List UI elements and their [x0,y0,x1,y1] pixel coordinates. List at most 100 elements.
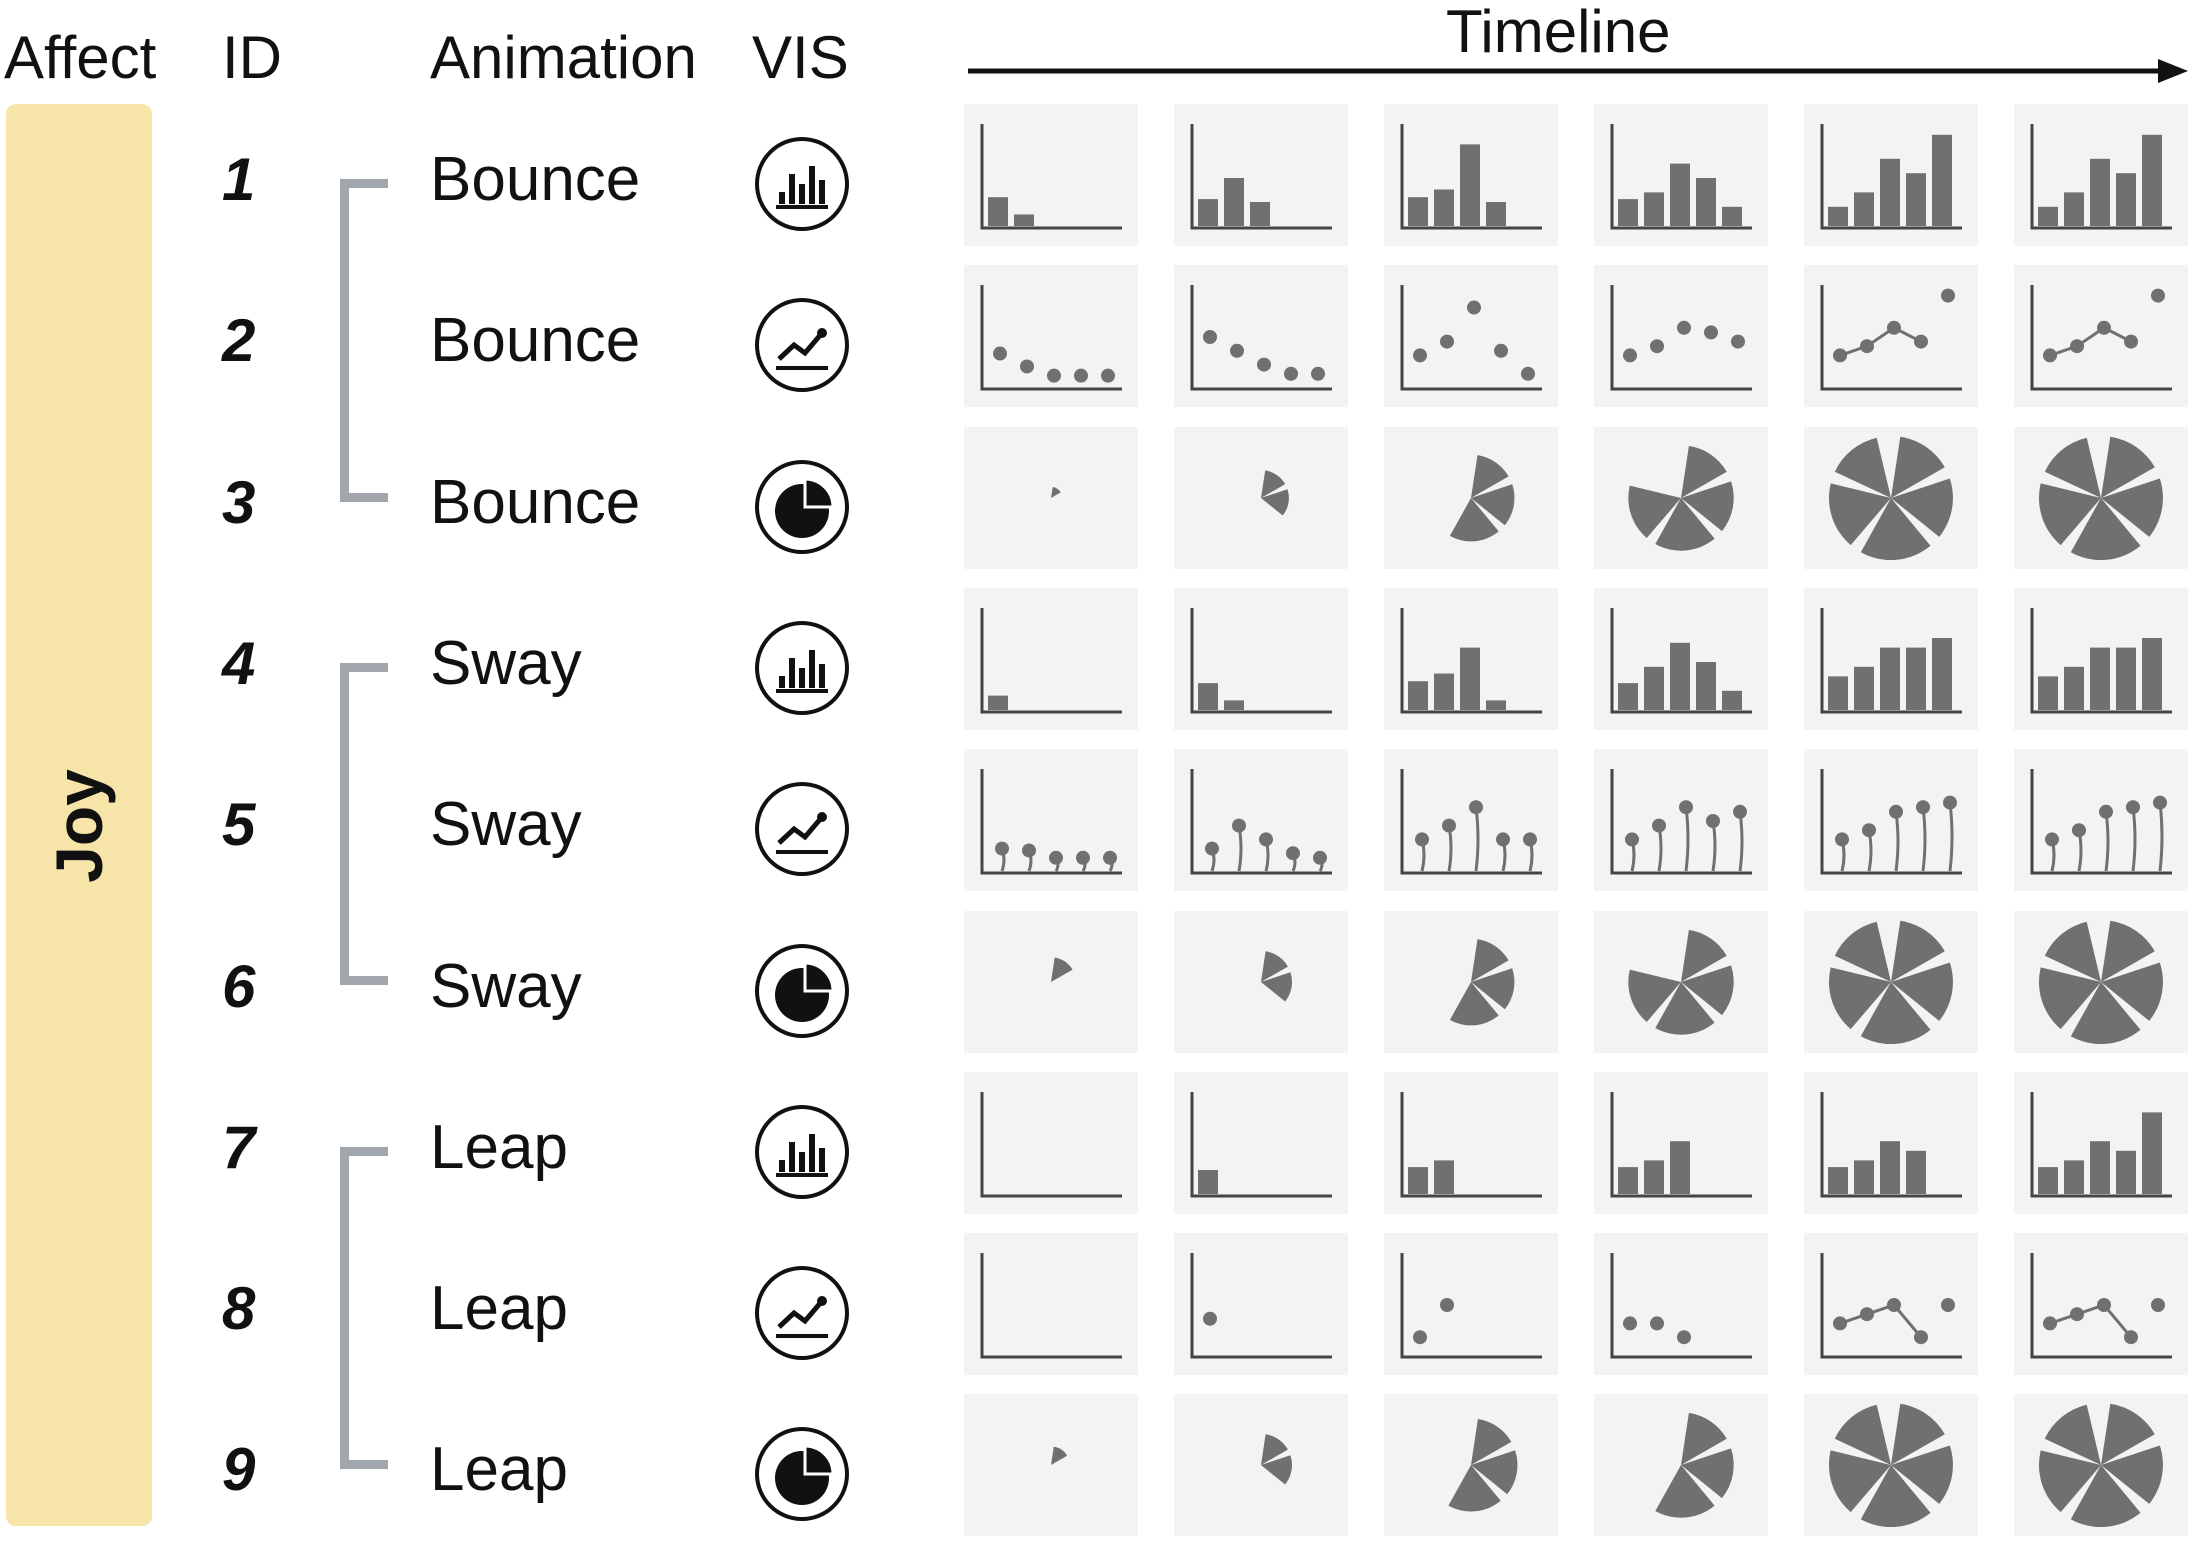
pie-slice [1834,921,1891,982]
bar-mark [1408,1166,1428,1194]
series-line [2049,1303,2133,1339]
lollipop-head [1313,850,1327,865]
pie-slice [1261,469,1286,498]
icon-bar [809,649,815,688]
icon-ring [755,782,849,877]
timeline-frame [2014,426,2188,569]
data-point [2151,288,2165,303]
data-point [1413,1330,1427,1345]
timeline-frame [1594,1233,1768,1376]
row-id: 7 [222,1113,256,1181]
lollipop-head [2126,800,2140,815]
lollipop-stem [2104,811,2110,872]
lollipop-stem [1684,807,1690,872]
data-point [1914,334,1928,349]
data-point [2151,1298,2165,1313]
timeline-frame [964,1394,1138,1537]
lollipop-head [2099,804,2113,819]
data-point [1941,288,1955,303]
animation-group-bracket [340,1146,388,1470]
bar-mark [1880,1140,1900,1194]
lollipop-stem [2158,802,2164,872]
bar-mark [1486,700,1506,710]
chart-axes [1820,1253,1962,1359]
chart-axes [1190,124,1332,230]
icon-bar [819,663,825,688]
data-point [2043,348,2057,363]
timeline-frame [1174,426,1348,569]
timeline-frame [2014,104,2188,246]
lollipop-head [1862,823,1876,838]
bar-mark [2116,647,2136,710]
series-line [1839,326,1922,358]
lollipop-stem [1738,811,1744,872]
data-point [1677,1330,1691,1345]
timeline-frame [1384,265,1558,408]
pie-slice [2070,497,2141,560]
chart-axes [1610,1091,1752,1198]
pie-slice [1891,478,1953,537]
animation-row: 3 Bounce [0,426,2192,577]
pie-slice [1891,920,1945,982]
lollipop-stem [1474,807,1480,872]
pie-slice [2038,1450,2101,1513]
timeline-frame [1804,910,1978,1053]
row-id: 5 [222,791,256,859]
bar-mark [1434,673,1454,710]
bar-mark [2064,1160,2084,1194]
pie-slice [1471,938,1509,982]
animation-row: 4 Sway [0,587,2192,738]
data-point [2097,321,2111,336]
pie-slice [2101,478,2163,537]
data-point [1887,321,1901,336]
chart-axes [2030,1091,2172,1198]
bar-mark [1460,647,1480,710]
lollipop-head [1496,832,1510,847]
chart-axes [1610,607,1752,714]
lollipop-stem [2131,807,2137,872]
chart-axes [1820,1091,1962,1198]
chart-axes [1400,1091,1542,1198]
data-point [1704,325,1718,340]
chart-axes [2030,285,2172,391]
bar-mark [2064,666,2084,710]
icon-pie-slice [803,477,835,509]
row-id: 1 [222,146,256,213]
bar-mark [1854,192,1874,226]
row-animation: Sway [430,790,582,860]
pie-slice [2101,920,2155,982]
pie-chart-icon [752,941,852,1041]
lollipop-head [1835,832,1849,847]
timeline-frame [1804,104,1978,246]
bar-chart-icon [752,134,852,234]
chart-axes [2030,1253,2172,1359]
bar-mark [2142,134,2162,226]
timeline-frame [964,265,1138,408]
data-point [2124,334,2138,349]
bar-mark [1722,690,1742,710]
row-animation: Bounce [430,306,641,376]
lollipop-head [1523,832,1537,847]
bar-mark [2116,1150,2136,1194]
icon-pie-slice [803,960,835,992]
data-point [1623,1316,1637,1331]
lollipop-stem [1921,807,1927,872]
lollipop-head [2045,832,2059,847]
timeline-frame [1594,265,1768,408]
row-animation: Leap [430,1274,568,1344]
chart-axes [1610,769,1752,875]
pie-slice [1828,966,1891,1029]
bar-mark [988,197,1008,226]
timeline-header: Timeline [1446,0,1671,65]
pie-slice [1655,981,1715,1035]
animation-header: Animation [430,24,697,91]
data-point [1650,1316,1664,1331]
lollipop-stem [1711,820,1717,872]
chart-axes [1610,1253,1752,1359]
lollipop-head [1205,841,1219,856]
data-point [2043,1316,2057,1331]
timeline-frame [2014,910,2188,1053]
data-point [1440,1298,1454,1313]
chart-axes [980,124,1122,230]
